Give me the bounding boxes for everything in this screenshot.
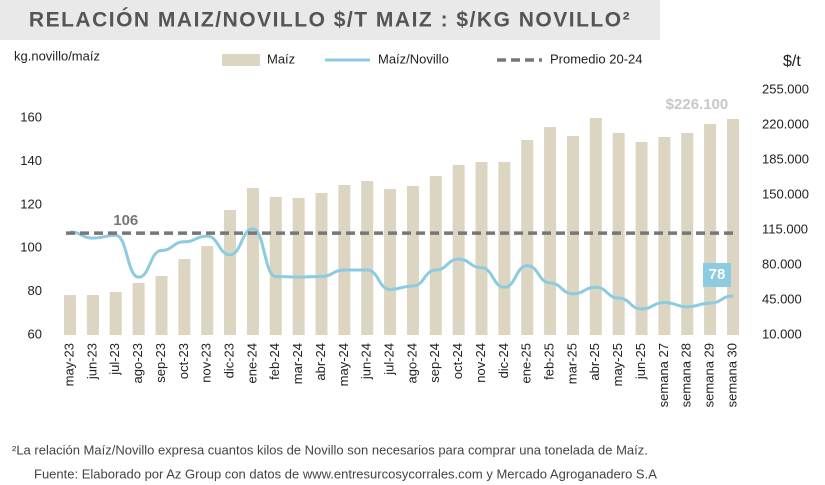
- y-axis-label: kg.novillo/maíz: [14, 48, 100, 63]
- x-tick-label: dic-24: [496, 343, 511, 378]
- bar: [86, 295, 99, 335]
- x-tick-label: jul-24: [382, 343, 397, 376]
- bar: [292, 198, 305, 335]
- y2-tick-label: 220.000: [762, 116, 809, 131]
- bar: [338, 185, 351, 335]
- bar: [155, 276, 168, 335]
- x-tick-label: jun-25: [633, 343, 648, 380]
- legend-swatch: [222, 54, 260, 66]
- y-tick-label: 80: [28, 283, 42, 298]
- legend-label: Maíz: [267, 51, 295, 66]
- bar: [658, 137, 671, 335]
- y-tick-label: 100: [20, 240, 42, 255]
- y-tick-label: 120: [20, 196, 42, 211]
- bar: [498, 162, 511, 335]
- x-tick-label: oct-23: [176, 343, 191, 379]
- bar: [64, 295, 77, 335]
- x-tick-label: ene-24: [244, 343, 259, 383]
- x-tick-label: ene-25: [519, 343, 534, 383]
- x-tick-label: may-25: [610, 343, 625, 386]
- x-tick-label: mar-24: [290, 343, 305, 384]
- bar: [521, 140, 534, 335]
- x-tick-label: semana 29: [702, 343, 717, 407]
- y2-tick-label: 185.000: [762, 151, 809, 166]
- y2-tick-label: 10.000: [762, 326, 802, 341]
- bar: [406, 186, 419, 335]
- data-label: 106: [113, 212, 138, 229]
- x-tick-label: jun-23: [84, 343, 99, 380]
- bar: [384, 189, 397, 335]
- bar: [726, 118, 739, 336]
- x-tick-label: semana 30: [724, 343, 739, 407]
- x-tick-label: oct-24: [450, 343, 465, 379]
- bar: [201, 246, 214, 335]
- bar: [566, 136, 579, 335]
- x-tick-label: nov-24: [473, 343, 488, 383]
- x-tick-label: feb-24: [267, 343, 282, 380]
- bar: [544, 127, 557, 335]
- bar: [315, 193, 328, 335]
- bar: [475, 162, 488, 335]
- x-tick-label: jun-24: [359, 343, 374, 380]
- y2-tick-label: 80.000: [762, 256, 802, 271]
- x-tick-label: mar-25: [564, 343, 579, 384]
- y2-tick-label: 150.000: [762, 186, 809, 201]
- x-tick-label: ago-24: [404, 343, 419, 383]
- source: Fuente: Elaborado por Az Group con datos…: [34, 466, 657, 481]
- data-label: 78: [709, 266, 726, 283]
- x-tick-label: abr-25: [587, 343, 602, 381]
- bar: [429, 176, 442, 335]
- chart-title: RELACIÓN MAIZ/NOVILLO $/T MAIZ : $/KG NO…: [29, 8, 631, 32]
- x-tick-label: may-24: [336, 343, 351, 386]
- x-tick-label: abr-24: [313, 343, 328, 381]
- y-tick-label: 140: [20, 153, 42, 168]
- x-tick-label: nov-23: [199, 343, 214, 383]
- x-tick-label: sep-24: [427, 343, 442, 383]
- data-label-box: [702, 262, 731, 287]
- bar: [178, 259, 191, 335]
- bar: [132, 283, 145, 335]
- x-tick-label: ago-23: [130, 343, 145, 383]
- x-tick-label: semana 28: [679, 343, 694, 407]
- x-tick-label: jul-23: [107, 343, 122, 376]
- y2-axis-label: $/t: [783, 53, 801, 70]
- x-tick-label: may-23: [61, 343, 76, 386]
- bar: [109, 292, 122, 335]
- y-tick-label: 160: [20, 110, 42, 125]
- bar: [269, 197, 282, 335]
- y-tick-label: 60: [28, 326, 42, 341]
- bar: [452, 165, 465, 335]
- y2-tick-label: 255.000: [762, 81, 809, 96]
- legend-label: Maíz/Novillo: [378, 51, 449, 66]
- bar: [361, 181, 374, 335]
- legend-label: Promedio 20-24: [550, 51, 643, 66]
- y2-tick-label: 45.000: [762, 291, 802, 306]
- title-banner: [0, 0, 660, 40]
- x-tick-label: sep-23: [153, 343, 168, 383]
- x-tick-label: semana 27: [656, 343, 671, 407]
- footnote: ²La relación Maíz/Novillo expresa cuanto…: [12, 442, 648, 457]
- y2-tick-label: 115.000: [762, 221, 808, 236]
- bar: [635, 142, 648, 335]
- bar: [589, 118, 602, 335]
- data-label: $226.100: [666, 96, 729, 113]
- line: [69, 227, 734, 311]
- x-tick-label: feb-25: [542, 343, 557, 380]
- bar: [246, 188, 259, 335]
- bar: [224, 210, 237, 335]
- x-tick-label: dic-23: [221, 343, 236, 378]
